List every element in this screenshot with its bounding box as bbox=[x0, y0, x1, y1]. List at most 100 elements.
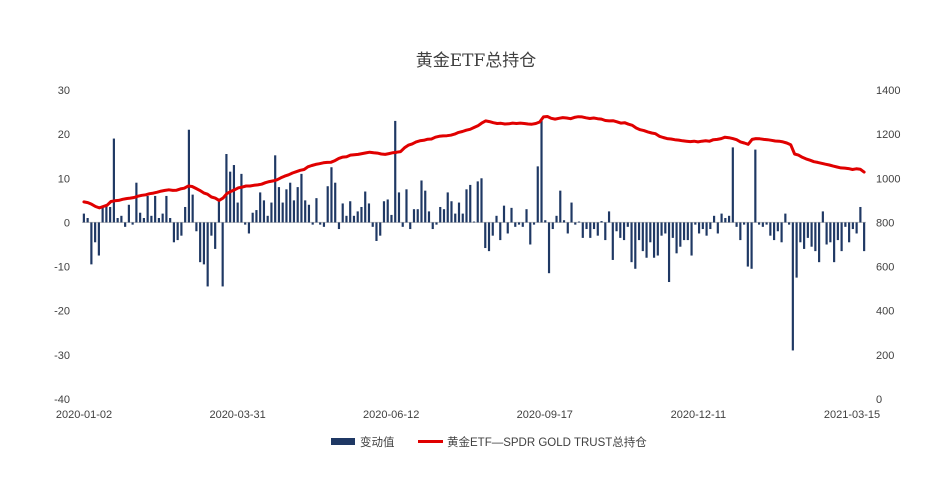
bar bbox=[761, 222, 764, 227]
bar-series bbox=[82, 120, 866, 351]
x-tick-label: 2021-03-15 bbox=[824, 409, 880, 421]
bar bbox=[300, 173, 303, 223]
bar bbox=[139, 212, 142, 223]
bar bbox=[720, 213, 723, 223]
bar bbox=[592, 222, 596, 230]
bar bbox=[225, 154, 228, 223]
bar bbox=[622, 222, 626, 241]
bar bbox=[529, 222, 532, 245]
bar bbox=[401, 222, 404, 227]
bar bbox=[184, 206, 187, 223]
bar bbox=[247, 222, 251, 234]
bar bbox=[626, 222, 629, 227]
bar bbox=[499, 222, 502, 241]
y-left-tick-label: 10 bbox=[58, 173, 70, 185]
y-left-tick-label: -40 bbox=[54, 394, 70, 406]
bar bbox=[169, 218, 172, 223]
bar bbox=[776, 222, 779, 232]
bar bbox=[859, 206, 862, 223]
bar bbox=[716, 222, 719, 234]
bar bbox=[814, 222, 817, 252]
bar bbox=[187, 129, 190, 223]
bar bbox=[803, 222, 806, 249]
bar bbox=[525, 209, 528, 223]
bar bbox=[240, 173, 243, 223]
bar bbox=[371, 222, 374, 227]
bar bbox=[199, 222, 202, 263]
legend-line-label: 黄金ETF—SPDR GOLD TRUST总持仓 bbox=[447, 435, 647, 449]
bar bbox=[131, 222, 134, 225]
bar bbox=[637, 222, 641, 241]
bar bbox=[386, 199, 389, 223]
bar bbox=[555, 215, 558, 223]
bar bbox=[120, 215, 123, 223]
bar bbox=[86, 218, 89, 223]
bar bbox=[244, 222, 247, 225]
bar bbox=[229, 171, 232, 223]
bar bbox=[844, 222, 847, 227]
bar bbox=[442, 209, 446, 223]
y-left-tick-label: 30 bbox=[58, 85, 70, 97]
bar bbox=[596, 222, 599, 236]
bar bbox=[150, 215, 153, 223]
bar bbox=[274, 155, 277, 223]
bar bbox=[116, 218, 119, 223]
bar bbox=[825, 222, 828, 245]
x-tick-label: 2020-12-11 bbox=[671, 409, 726, 421]
y-left-tick-label: -20 bbox=[54, 306, 70, 318]
bar bbox=[146, 195, 149, 223]
bar bbox=[855, 222, 858, 234]
bar bbox=[285, 189, 288, 223]
bar bbox=[262, 200, 266, 223]
bar bbox=[180, 222, 183, 236]
y-left-tick-label: 20 bbox=[58, 129, 70, 141]
bar bbox=[210, 222, 213, 236]
bar bbox=[232, 165, 236, 223]
bar bbox=[289, 182, 292, 223]
bar bbox=[375, 222, 378, 241]
bar bbox=[326, 186, 329, 223]
bar bbox=[851, 222, 854, 230]
bar bbox=[469, 184, 472, 223]
bar bbox=[214, 222, 217, 249]
bar bbox=[292, 200, 296, 223]
bar bbox=[836, 222, 839, 241]
bar bbox=[641, 222, 644, 252]
bar bbox=[409, 222, 412, 230]
bar bbox=[686, 222, 689, 241]
bar bbox=[510, 207, 513, 223]
y-right-tick-label: 400 bbox=[876, 306, 894, 318]
bar bbox=[532, 222, 536, 225]
bar bbox=[341, 203, 344, 223]
bar bbox=[356, 211, 359, 223]
bar bbox=[416, 209, 419, 223]
legend-bar-label: 变动值 bbox=[360, 435, 395, 449]
bar bbox=[810, 222, 813, 247]
bar bbox=[574, 222, 577, 225]
bar bbox=[697, 222, 701, 234]
bar bbox=[758, 222, 761, 225]
bar bbox=[405, 189, 408, 223]
bar bbox=[176, 222, 179, 241]
bar bbox=[656, 222, 659, 256]
bar bbox=[476, 181, 479, 223]
bar bbox=[195, 222, 198, 232]
bar bbox=[788, 222, 791, 225]
bar bbox=[750, 222, 753, 269]
bar bbox=[322, 222, 326, 227]
y-left-tick-label: 0 bbox=[64, 217, 70, 229]
bar bbox=[682, 222, 686, 241]
bar bbox=[307, 204, 311, 223]
bar bbox=[799, 222, 802, 243]
bar bbox=[611, 222, 614, 260]
y-right-tick-label: 800 bbox=[876, 217, 894, 229]
bar bbox=[315, 198, 318, 223]
chart-title: 黄金ETF总持仓 bbox=[416, 51, 537, 71]
bar bbox=[412, 209, 416, 223]
bar bbox=[424, 190, 427, 223]
bar bbox=[600, 221, 603, 223]
bar bbox=[773, 222, 776, 241]
bar bbox=[727, 215, 731, 223]
bar bbox=[206, 222, 209, 287]
